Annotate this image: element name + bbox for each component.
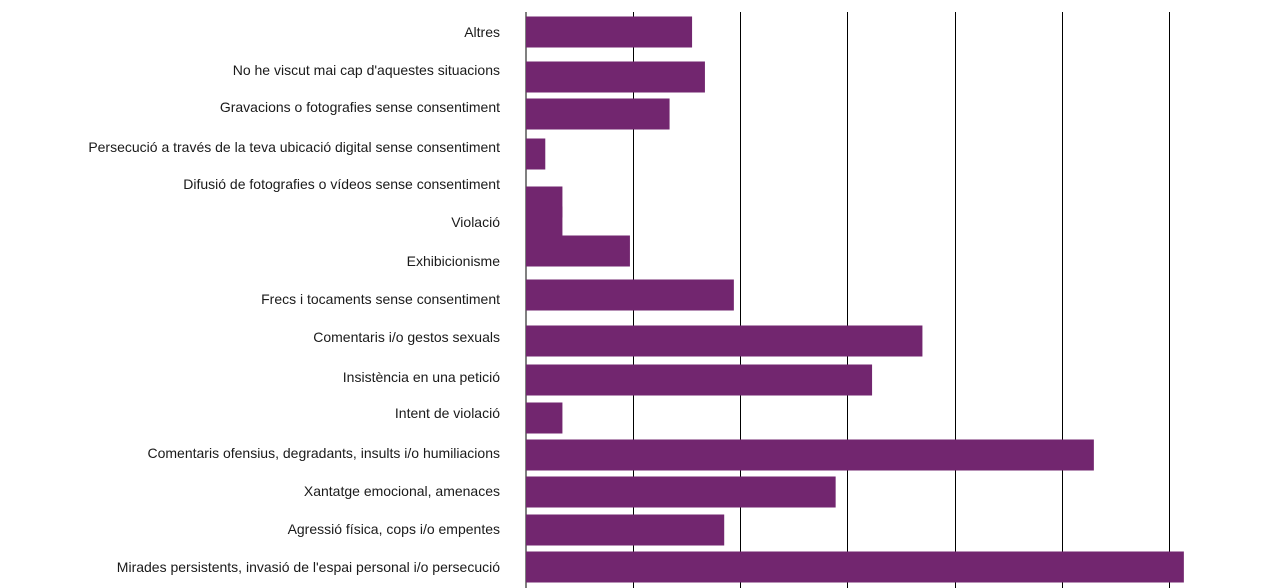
category-label-3: Persecució a través de la teva ubicació … [88, 139, 500, 155]
category-label-10: Intent de violació [395, 405, 500, 421]
category-label-7: Frecs i tocaments sense consentiment [261, 291, 500, 307]
category-label-4: Difusió de fotografies o vídeos sense co… [183, 176, 500, 192]
bar-13 [526, 514, 725, 546]
bar-6 [526, 235, 630, 267]
category-label-1: No he viscut mai cap d'aquestes situacio… [233, 62, 500, 78]
bar-10 [526, 402, 563, 434]
bar-1 [526, 61, 705, 93]
bar-12 [526, 476, 836, 508]
bar-8 [526, 325, 923, 357]
category-label-6: Exhibicionisme [407, 253, 501, 269]
category-label-2: Gravacions o fotografies sense consentim… [220, 99, 500, 115]
category-label-8: Comentaris i/o gestos sexuals [313, 329, 500, 345]
category-label-14: Mirades persistents, invasió de l'espai … [117, 559, 500, 575]
bar-7 [526, 279, 734, 311]
category-label-11: Comentaris ofensius, degradants, insults… [147, 445, 500, 461]
bar-9 [526, 364, 873, 396]
category-label-12: Xantatge emocional, amenaces [304, 483, 500, 499]
category-labels: Altres No he viscut mai cap d'aquestes si… [88, 24, 500, 575]
bar-3 [526, 138, 546, 170]
bar-14 [526, 551, 1184, 583]
bar-11 [526, 439, 1094, 471]
category-label-0: Altres [464, 24, 500, 40]
bars [526, 16, 1184, 583]
bar-5 [526, 206, 563, 238]
category-label-5: Violació [451, 214, 500, 230]
bar-2 [526, 98, 670, 130]
category-label-9: Insistència en una petició [343, 369, 500, 385]
category-label-13: Agressió física, cops i/o empentes [288, 521, 500, 537]
bar-0 [526, 16, 693, 48]
